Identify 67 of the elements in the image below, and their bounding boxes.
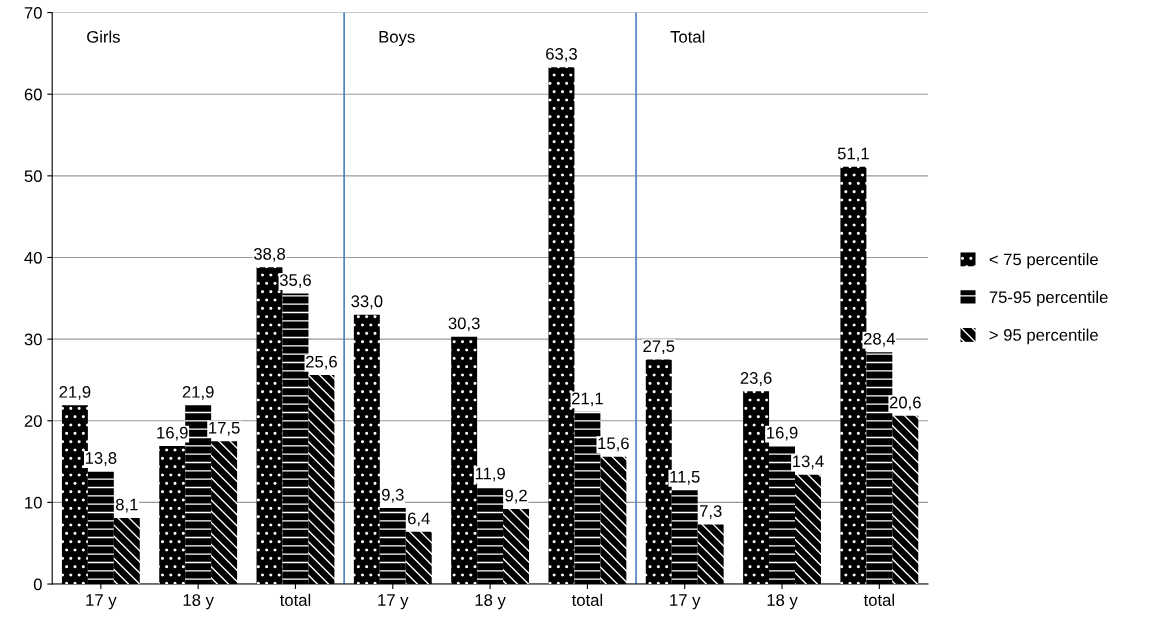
- bar: [211, 441, 238, 585]
- data-label: 7,3: [699, 505, 722, 519]
- bar: [795, 474, 821, 585]
- legend-label: < 75 percentile: [989, 253, 1098, 269]
- legend-label: > 95 percentile: [989, 328, 1098, 345]
- bar: [503, 508, 530, 585]
- data-label: 17,5: [209, 422, 240, 436]
- data-label: 16,9: [157, 426, 188, 441]
- x-tick-label: 17 y: [86, 594, 117, 610]
- bar: [892, 415, 919, 585]
- data-label: 21,9: [182, 385, 214, 400]
- x-tick-label: 17 y: [378, 594, 409, 610]
- x-tick-label: 18 y: [767, 594, 798, 610]
- y-tick-label: 40: [24, 251, 42, 264]
- y-tick-label: 30: [24, 333, 42, 346]
- data-label: 27,5: [643, 340, 675, 355]
- x-tick-label: 18 y: [475, 594, 506, 610]
- data-label: 21,1: [572, 392, 603, 407]
- y-tick-label: 0: [33, 578, 42, 591]
- data-label: 30,3: [448, 317, 480, 332]
- data-label: 21,9: [59, 385, 91, 400]
- data-label: 8,1: [115, 498, 138, 513]
- bar: [600, 456, 627, 585]
- bar: [379, 508, 406, 585]
- x-tick-label: 17 y: [670, 594, 701, 610]
- data-label: 25,6: [306, 355, 337, 370]
- annotation: Boys: [379, 31, 415, 47]
- bar: [645, 359, 672, 585]
- data-label: 13,4: [793, 455, 824, 470]
- data-label: 6,4: [408, 512, 430, 527]
- x-tick-label: total: [279, 593, 311, 606]
- data-label: 9,3: [381, 488, 404, 503]
- data-label: 9,2: [505, 489, 527, 504]
- bar: [61, 405, 88, 585]
- data-label: 23,6: [740, 372, 772, 386]
- x-tick-label: total: [571, 593, 603, 606]
- y-tick-label: 20: [24, 415, 42, 427]
- y-tick-label: 70: [24, 6, 42, 19]
- data-label: 11,5: [670, 471, 700, 485]
- bar: [353, 314, 380, 585]
- x-tick-label: total: [863, 593, 894, 606]
- y-tick-label: 60: [24, 88, 42, 101]
- annotation: Girls: [87, 30, 120, 43]
- data-label: 15,6: [598, 437, 629, 452]
- data-label: 20,6: [889, 396, 921, 411]
- y-tick-label: 10: [25, 496, 42, 509]
- bar: [405, 531, 432, 585]
- bar: [308, 375, 335, 585]
- bar: [477, 486, 504, 585]
- legend-label: 75-95 percentile: [989, 290, 1108, 307]
- data-label: 11,9: [475, 467, 505, 482]
- bar: [87, 471, 114, 585]
- data-label: 16,9: [767, 426, 798, 441]
- y-tick-label: 50: [24, 170, 42, 183]
- data-label: 28,4: [863, 332, 896, 347]
- data-label: 13,8: [85, 452, 117, 466]
- bar: [697, 524, 724, 585]
- data-label: 38,8: [253, 248, 286, 262]
- bar: [159, 446, 186, 585]
- data-label: 35,6: [279, 274, 311, 288]
- data-label: 51,1: [837, 147, 869, 162]
- annotation: Total: [670, 30, 705, 43]
- data-label: 63,3: [546, 48, 577, 62]
- bar: [671, 490, 698, 585]
- bar: [113, 517, 140, 585]
- x-tick-label: 18 y: [183, 594, 214, 610]
- data-label: 33,0: [351, 295, 383, 310]
